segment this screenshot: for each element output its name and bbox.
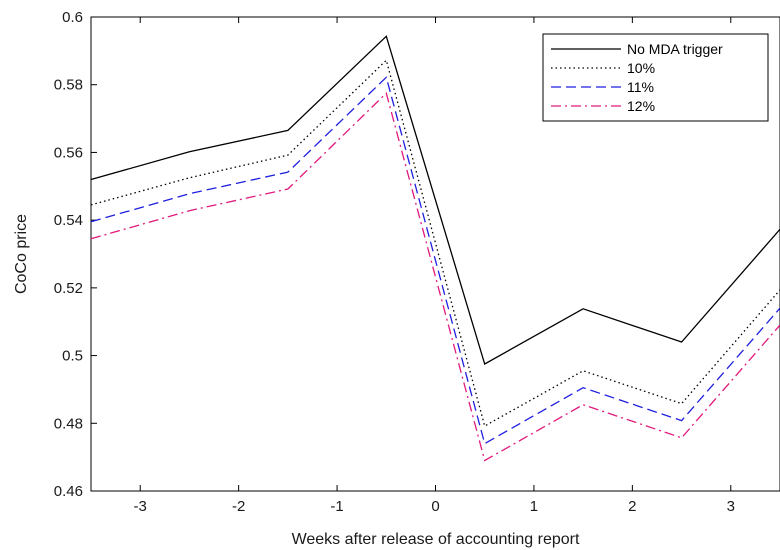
y-tick-label: 0.52	[54, 280, 83, 297]
legend-label-2: 11%	[627, 79, 654, 95]
legend-label-1: 10%	[627, 60, 655, 76]
y-tick-label: 0.56	[54, 144, 83, 161]
y-tick-label: 0.5	[62, 348, 83, 365]
axis-ticks: -3 -2 -1 0 1 2 3 0.46 0.48 0.5 0.52 0.54 0.56 0.58 0.6	[54, 9, 735, 515]
y-tick-label: 0.54	[54, 212, 83, 229]
x-tick-label: 3	[727, 498, 735, 515]
x-tick-label: 1	[530, 498, 538, 515]
series-line-0	[90, 35, 780, 365]
x-tick-label: -2	[232, 498, 245, 515]
y-axis-label: CoCo price	[13, 214, 30, 294]
series-line-2	[90, 76, 780, 445]
y-tick-label: 0.58	[54, 77, 83, 94]
legend-label-3: 12%	[627, 98, 655, 114]
series-layer	[90, 35, 780, 462]
legend-label-0: No MDA trigger	[627, 41, 723, 57]
x-tick-label: -1	[330, 498, 343, 515]
x-tick-label: 2	[628, 498, 636, 515]
y-tick-label: 0.48	[54, 415, 83, 432]
y-tick-label: 0.6	[62, 9, 83, 26]
legend: No MDA trigger 10% 11% 12%	[542, 33, 769, 122]
x-axis-label: Weeks after release of accounting report	[292, 531, 580, 548]
x-tick-label: -3	[134, 498, 147, 515]
x-tick-label: 0	[431, 498, 439, 515]
y-tick-label: 0.46	[54, 483, 83, 500]
series-line-3	[90, 91, 780, 462]
